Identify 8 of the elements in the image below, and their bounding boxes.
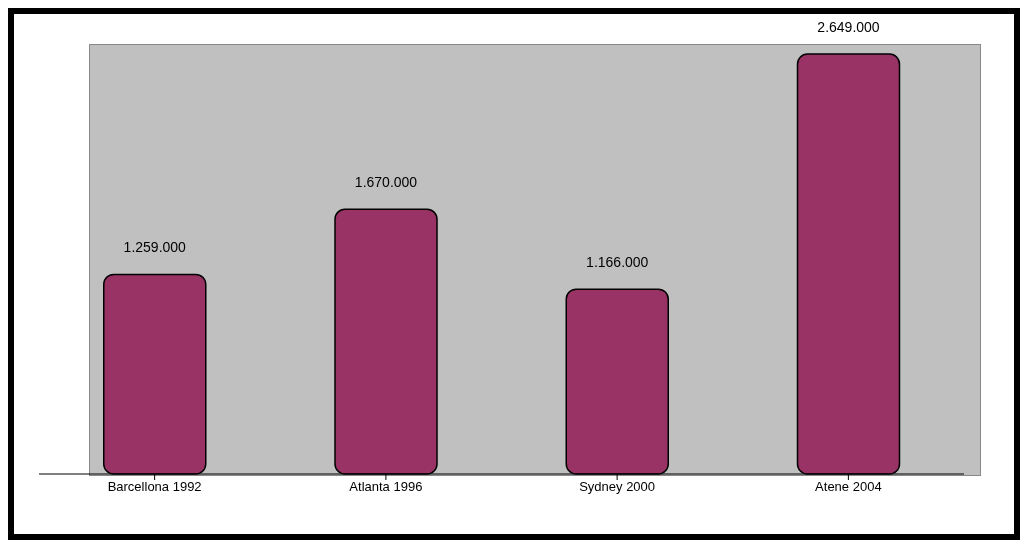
- data-label: 2.649.000: [817, 19, 880, 35]
- x-tick-label: Barcellona 1992: [107, 479, 202, 495]
- data-label: 1.259.000: [123, 239, 187, 256]
- data-label: 1.166.000: [586, 254, 649, 271]
- data-label: 1.670.000: [354, 174, 418, 191]
- x-tick-label: Sydney 2000: [579, 479, 656, 495]
- x-tick-label: Atene 2004: [815, 479, 882, 495]
- x-tick-label: Atlanta 1996: [349, 479, 423, 495]
